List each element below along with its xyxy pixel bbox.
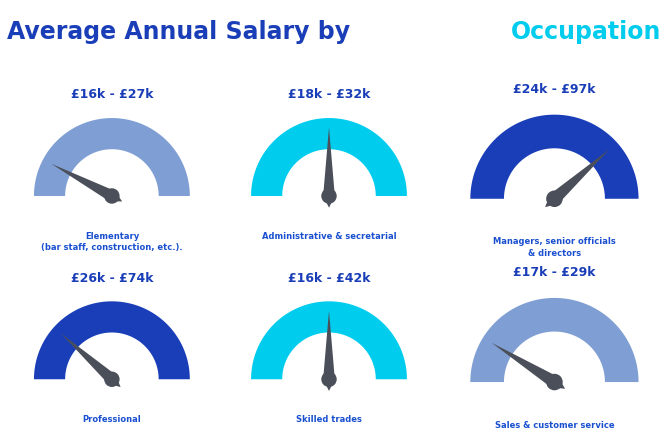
Polygon shape: [545, 149, 609, 207]
Polygon shape: [470, 115, 639, 199]
Circle shape: [105, 372, 119, 386]
Text: Sales & customer service: Sales & customer service: [494, 421, 615, 430]
Text: Skilled trades: Skilled trades: [296, 415, 362, 424]
Polygon shape: [61, 333, 121, 387]
Text: Elementary
(bar staff, construction, etc.).: Elementary (bar staff, construction, etc…: [41, 232, 183, 252]
Text: Average Annual Salary by: Average Annual Salary by: [7, 20, 358, 44]
Polygon shape: [34, 118, 190, 196]
Polygon shape: [323, 311, 335, 391]
Text: Administrative & secretarial: Administrative & secretarial: [262, 232, 396, 241]
Circle shape: [322, 189, 336, 203]
Text: £24k - £97k: £24k - £97k: [513, 83, 596, 96]
Circle shape: [547, 375, 562, 390]
Circle shape: [547, 191, 562, 207]
Polygon shape: [51, 164, 122, 202]
Text: £16k - £42k: £16k - £42k: [288, 272, 370, 285]
Text: Occupation: Occupation: [511, 20, 661, 44]
Polygon shape: [251, 301, 407, 379]
Text: £18k - £32k: £18k - £32k: [288, 89, 370, 101]
Text: £16k - £27k: £16k - £27k: [71, 89, 153, 101]
Circle shape: [105, 189, 119, 203]
Circle shape: [322, 372, 336, 386]
Text: £26k - £74k: £26k - £74k: [71, 272, 153, 285]
Polygon shape: [323, 127, 335, 208]
Text: Professional: Professional: [83, 415, 141, 424]
Text: £17k - £29k: £17k - £29k: [513, 266, 596, 279]
Polygon shape: [492, 343, 565, 389]
Text: Managers, senior officials
& directors: Managers, senior officials & directors: [493, 237, 616, 257]
Polygon shape: [34, 301, 190, 379]
Polygon shape: [470, 298, 639, 382]
Polygon shape: [251, 118, 407, 196]
